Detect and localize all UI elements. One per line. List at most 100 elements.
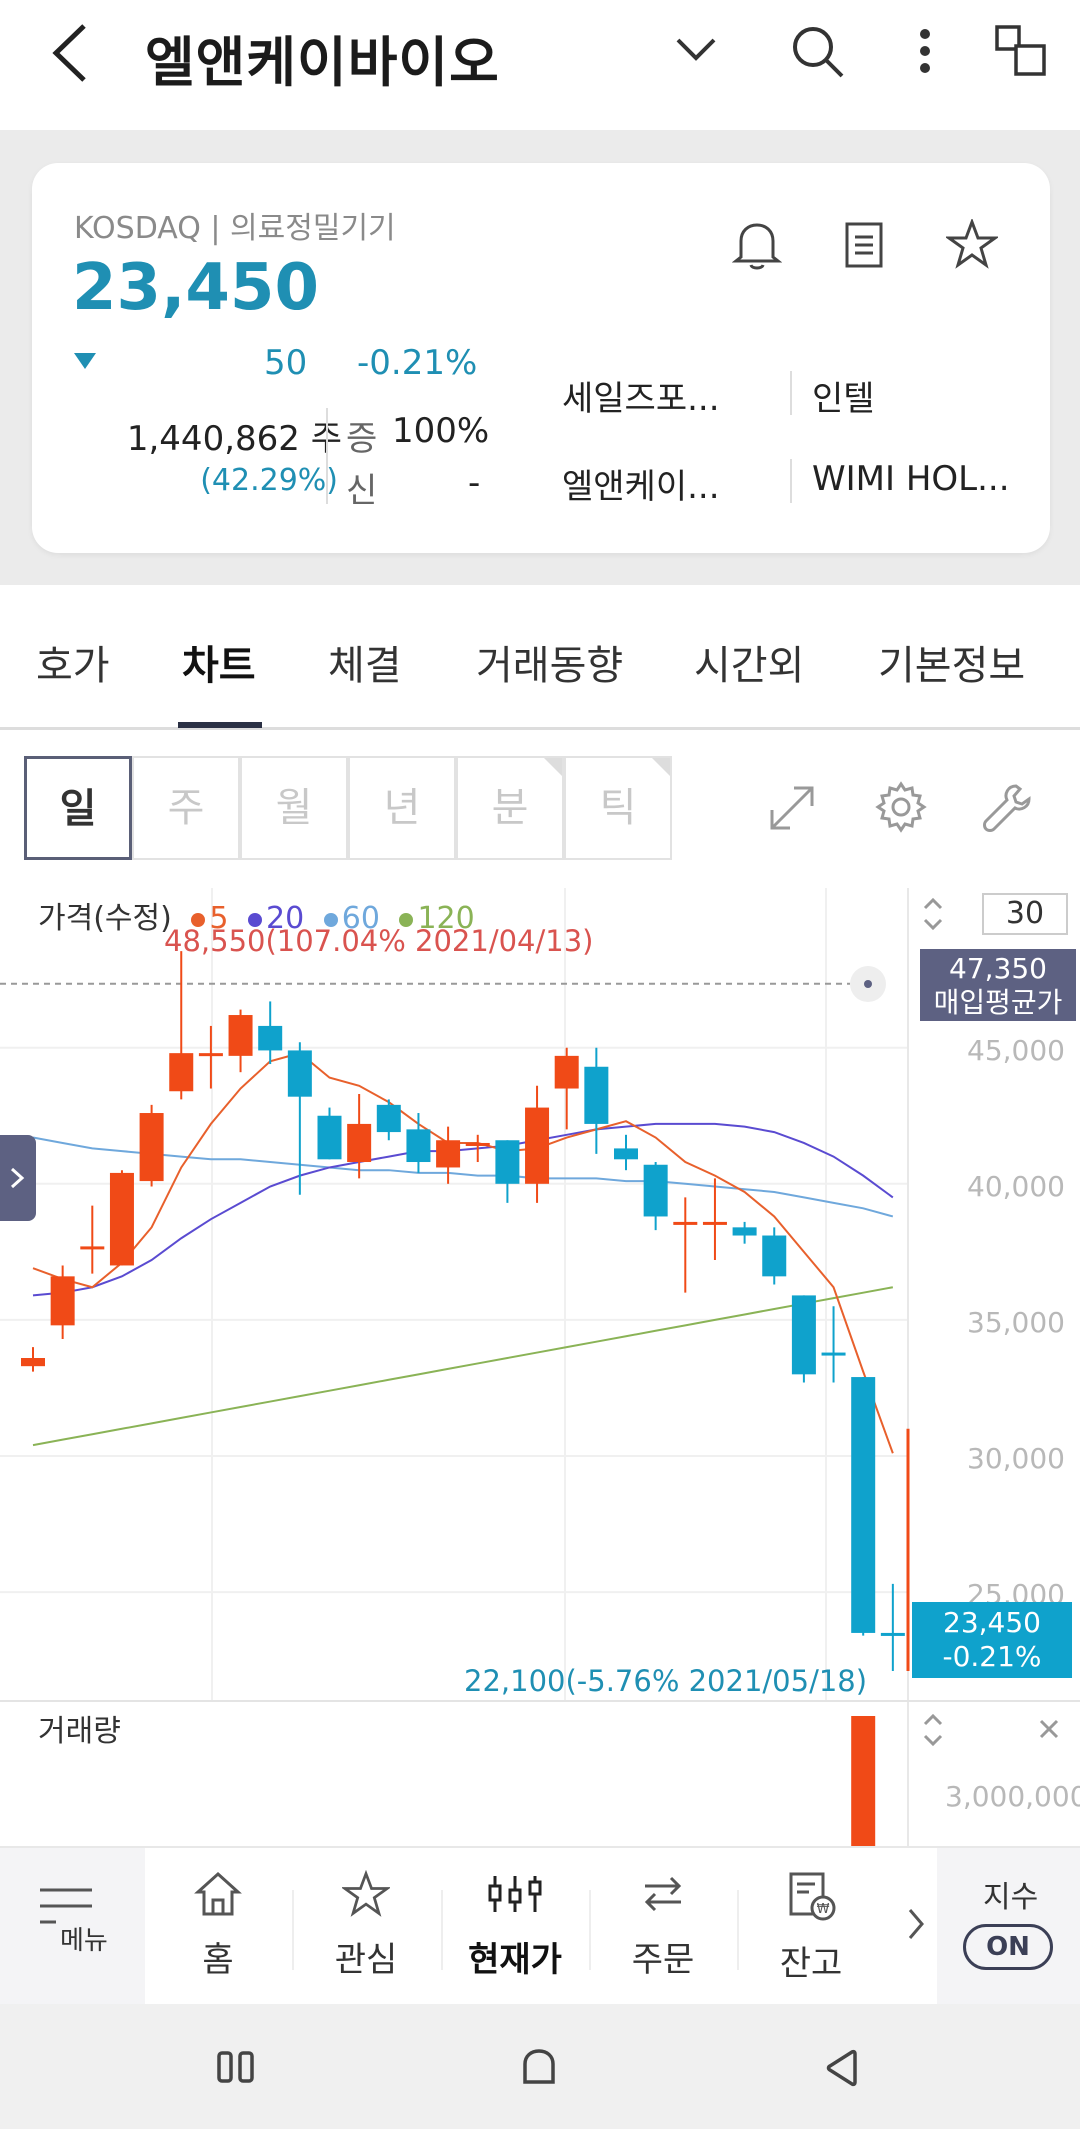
period-tick-button[interactable]: 틱 <box>564 756 672 860</box>
period-tick-label: 틱 <box>599 785 637 831</box>
candle-body <box>821 1352 846 1356</box>
y-tick-30000: 30,000 <box>967 1442 1065 1475</box>
candle-body <box>21 1358 45 1367</box>
volume-tick: 3,000,000 <box>945 1780 1080 1813</box>
candle-body <box>287 1050 312 1097</box>
candle-body <box>376 1104 401 1133</box>
nav-order-label: 주문 <box>631 1940 695 1980</box>
ma120-line <box>32 1286 894 1447</box>
tab-trades[interactable]: 체결 <box>328 643 402 689</box>
tab-indicator <box>178 722 262 728</box>
back-button-icon[interactable] <box>824 2048 858 2088</box>
price-card: KOSDAQ | 의료정밀기기 23,450 50 -0.21% 1,440,8… <box>32 163 1050 553</box>
candle-body <box>851 1377 876 1633</box>
handle-dot <box>864 980 872 988</box>
tab-chart[interactable]: 차트 <box>182 643 256 689</box>
nav-order[interactable]: 주문 <box>589 1870 737 1981</box>
related-stock-3[interactable]: 엘앤케이... <box>562 467 720 507</box>
volume-title: 거래량 <box>38 1714 121 1749</box>
candle-body <box>317 1115 342 1160</box>
avg-line-handle[interactable] <box>850 966 886 1002</box>
nav-balance[interactable]: ₩ 잔고 <box>737 1870 885 1985</box>
zoom-count[interactable]: 30 <box>982 893 1068 935</box>
nav-home[interactable]: 홈 <box>144 1870 292 1981</box>
more-vert-icon[interactable] <box>918 28 932 74</box>
price-chart[interactable] <box>0 888 1080 1848</box>
zoom-stepper-icon[interactable] <box>922 896 944 936</box>
candle-body <box>465 1142 490 1146</box>
tab-trading-trend[interactable]: 거래동향 <box>476 643 624 689</box>
related-stock-2[interactable]: 인텔 <box>812 379 875 419</box>
nav-home-label: 홈 <box>202 1940 234 1980</box>
back-icon[interactable] <box>48 22 92 84</box>
market-label: KOSDAQ | 의료정밀기기 <box>74 211 396 246</box>
divider <box>292 1890 294 1970</box>
ma20-dot <box>248 912 262 927</box>
average-price-box: 47,350 매입평균가 <box>920 949 1076 1021</box>
period-month-button[interactable]: 월 <box>240 756 348 860</box>
legend-ma60: 60 <box>341 901 380 936</box>
index-toggle[interactable]: ON <box>963 1924 1053 1970</box>
multi-window-icon[interactable] <box>994 24 1048 78</box>
candle-body <box>584 1066 609 1124</box>
candle-body <box>732 1227 757 1236</box>
volume: 1,440,862 주 <box>126 419 342 459</box>
candle-body <box>109 1172 134 1266</box>
candle-body <box>643 1164 668 1217</box>
star-icon[interactable] <box>946 219 998 269</box>
candle-body <box>169 1053 194 1092</box>
related-stock-1[interactable]: 세일즈포... <box>562 379 720 419</box>
nav-watchlist[interactable]: 관심 <box>292 1869 440 1981</box>
close-icon[interactable] <box>1038 1718 1060 1744</box>
legend-ma5: 5 <box>209 901 229 936</box>
divider <box>737 1890 739 1970</box>
nav-more-chevron-icon[interactable] <box>906 1906 926 1946</box>
legend-ma120: 120 <box>417 901 475 936</box>
candle-body <box>347 1123 372 1163</box>
average-price-value: 47,350 <box>949 952 1047 985</box>
down-triangle-icon <box>74 353 96 373</box>
ma5-dot <box>191 912 206 927</box>
volume-stepper-icon[interactable] <box>922 1712 944 1752</box>
svg-text:₩: ₩ <box>817 1902 830 1917</box>
nav-watchlist-label: 관심 <box>334 1940 398 1980</box>
nav-current-price[interactable]: 현재가 <box>441 1870 589 1981</box>
period-minute-label: 분 <box>491 785 529 831</box>
candle-body <box>495 1140 520 1184</box>
period-week-button[interactable]: 주 <box>132 756 240 860</box>
period-year-button[interactable]: 년 <box>348 756 456 860</box>
related-stock-4[interactable]: WIMI HOL... <box>812 459 1010 499</box>
bottom-nav <box>0 1846 1080 2004</box>
candlestick-icon <box>488 1876 542 1912</box>
home-button-icon[interactable] <box>520 2048 558 2086</box>
nav-balance-label: 잔고 <box>779 1944 843 1984</box>
candle-body <box>525 1107 550 1184</box>
search-icon[interactable] <box>790 24 846 80</box>
candle-body <box>80 1246 105 1250</box>
menu-button[interactable]: 메뉴 <box>0 1848 145 2004</box>
tab-after-hours[interactable]: 시간외 <box>694 643 805 689</box>
period-day-button[interactable]: 일 <box>24 756 132 860</box>
divider <box>790 371 792 415</box>
tab-orderbook[interactable]: 호가 <box>36 643 110 689</box>
current-price-tag: 23,450 <box>943 1606 1041 1639</box>
tab-basic-info[interactable]: 기본정보 <box>878 643 1026 689</box>
wrench-icon[interactable] <box>980 780 1036 836</box>
margin-value: 100% <box>392 411 490 451</box>
divider <box>441 1890 443 1970</box>
side-panel-handle[interactable] <box>0 1135 36 1221</box>
candle-body <box>406 1129 431 1163</box>
settings-gear-icon[interactable] <box>874 780 928 834</box>
average-price-label: 매입평균가 <box>933 986 1063 1019</box>
expand-icon[interactable] <box>764 780 820 836</box>
y-tick-35000: 35,000 <box>967 1306 1065 1339</box>
memo-icon[interactable] <box>844 221 884 269</box>
candle-body <box>139 1113 164 1182</box>
price-change-pct: -0.21% <box>357 343 478 383</box>
period-minute-button[interactable]: 분 <box>456 756 564 860</box>
bell-icon[interactable] <box>732 219 782 271</box>
chevron-down-icon[interactable] <box>675 36 717 62</box>
balance-icon: ₩ <box>789 1872 836 1921</box>
recent-apps-icon[interactable] <box>216 2050 256 2084</box>
high-annotation: 48,550(107.04% 2021/04/13) <box>164 924 594 958</box>
